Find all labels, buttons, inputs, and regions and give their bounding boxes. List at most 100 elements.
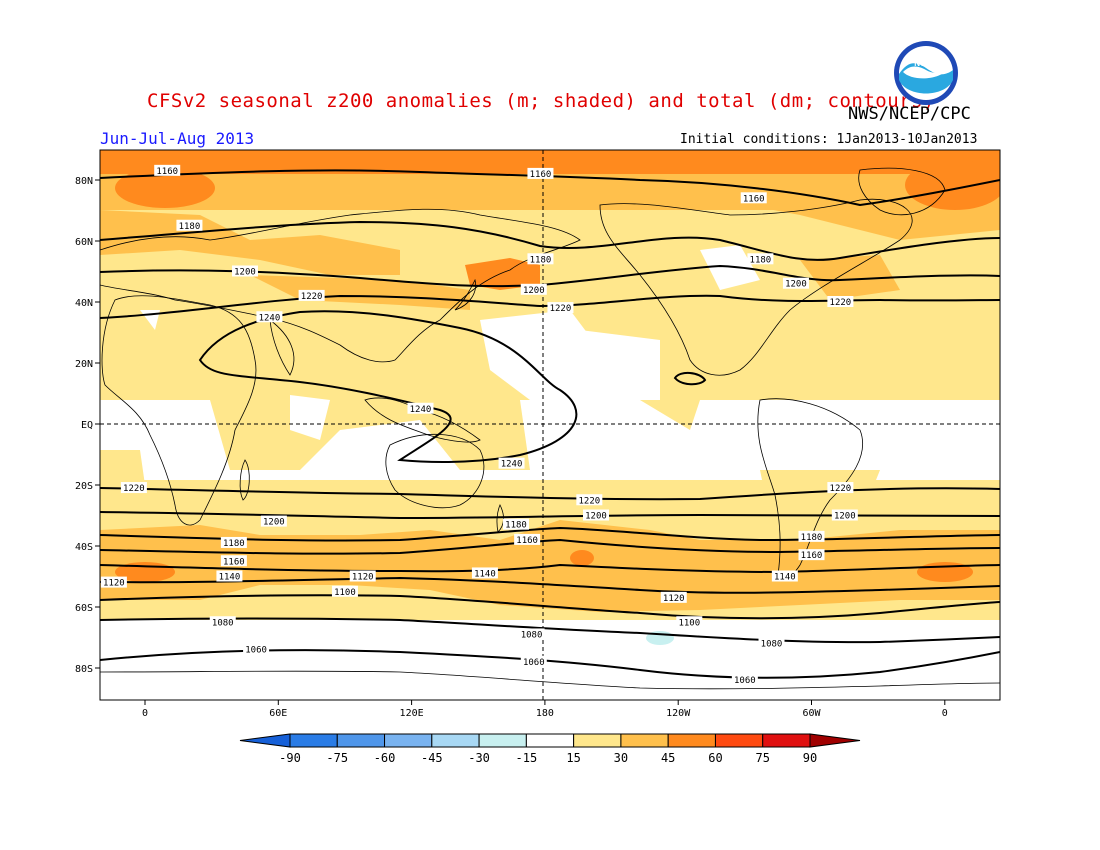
colorbar-label: 75 — [756, 751, 770, 765]
svg-text:NOAA: NOAA — [914, 59, 938, 68]
map-frame — [99, 149, 1001, 701]
svg-text:1200: 1200 — [234, 268, 256, 278]
contour-label: 1120 — [100, 576, 127, 589]
contour-label: 1200 — [260, 515, 287, 528]
noaa-logo-icon: NOAA — [894, 41, 958, 105]
contour-label: 1080 — [209, 616, 236, 628]
contour-label: 1180 — [747, 253, 774, 265]
lat-tick-label: EQ — [81, 420, 93, 431]
svg-text:1200: 1200 — [834, 512, 856, 522]
contour-label: 1160 — [740, 192, 767, 204]
colorbar-label: -45 — [421, 751, 443, 765]
contour-label: 1220 — [827, 296, 854, 308]
svg-text:1080: 1080 — [212, 618, 234, 628]
svg-text:1120: 1120 — [663, 594, 685, 604]
colorbar-swatch — [289, 733, 338, 748]
colorbar-swatch — [667, 733, 716, 748]
contour-label: 1060 — [520, 655, 547, 668]
colorbar-swatch — [431, 733, 480, 748]
svg-text:1220: 1220 — [830, 484, 852, 494]
svg-text:1120: 1120 — [352, 573, 374, 583]
svg-text:1160: 1160 — [516, 536, 538, 546]
contour-label: 1200 — [831, 509, 858, 522]
colorbar-min-arrow — [239, 733, 291, 748]
contour-label: 1180 — [527, 253, 554, 265]
contour-label: 1220 — [576, 494, 603, 506]
svg-text:1220: 1220 — [830, 298, 852, 308]
lat-tick-label: 40N — [75, 298, 93, 309]
lat-tick-label: 80S — [75, 664, 93, 675]
height-contours — [100, 169, 1000, 679]
colorbar-label: 15 — [566, 751, 580, 765]
svg-text:1100: 1100 — [678, 618, 700, 628]
colorbar-label: -75 — [326, 751, 348, 765]
svg-text:1180: 1180 — [179, 222, 201, 232]
contour-label: 1060 — [731, 674, 758, 686]
contour-label: 1220 — [298, 289, 325, 302]
svg-text:1200: 1200 — [263, 518, 285, 528]
colorbar-max-arrow — [809, 733, 861, 748]
contour-label: 1180 — [798, 530, 825, 543]
contour-label: 1160 — [154, 164, 181, 177]
contour-label: 1180 — [503, 518, 530, 531]
contour-label: 1120 — [660, 591, 687, 604]
lat-tick-label: 60S — [75, 603, 93, 614]
svg-text:1080: 1080 — [761, 640, 783, 650]
contour-label: 1060 — [243, 643, 270, 656]
svg-text:1180: 1180 — [750, 255, 772, 265]
period-label: Jun-Jul-Aug 2013 — [100, 129, 255, 148]
figure-title: CFSv2 seasonal z200 anomalies (m; shaded… — [147, 90, 935, 112]
svg-text:1200: 1200 — [523, 286, 545, 296]
contour-label: 1160 — [798, 549, 825, 561]
colorbar-label: -60 — [374, 751, 396, 765]
contour-label: 1180 — [176, 219, 203, 232]
svg-text:1180: 1180 — [505, 521, 527, 531]
contour-label: 1240 — [498, 457, 525, 470]
svg-text:1160: 1160 — [743, 194, 765, 204]
svg-text:1060: 1060 — [523, 658, 545, 668]
colorbar: -90 -75 -60 -45 -30 -15 15 30 45 60 75 90 — [239, 733, 861, 765]
svg-text:1160: 1160 — [156, 167, 178, 177]
svg-text:1060: 1060 — [734, 676, 756, 686]
contour-label: 1200 — [582, 509, 609, 522]
colorbar-swatch — [573, 733, 622, 748]
svg-text:1240: 1240 — [501, 460, 523, 470]
svg-text:1220: 1220 — [301, 292, 323, 302]
initial-conditions-label: Initial conditions: 1Jan2013-10Jan2013 — [680, 132, 978, 147]
svg-text:1200: 1200 — [585, 512, 607, 522]
contour-label: 1200 — [782, 277, 809, 290]
lat-tick-label: 20N — [75, 359, 93, 370]
lon-tick-label: 120W — [666, 708, 691, 719]
lon-tick-label: 0 — [942, 708, 948, 719]
contour-label: 1240 — [256, 311, 283, 323]
lon-tick-label: 60E — [269, 708, 287, 719]
svg-text:1080: 1080 — [521, 630, 543, 640]
contour-label: 1140 — [471, 567, 498, 579]
lat-tick-label: 40S — [75, 542, 93, 553]
svg-text:1220: 1220 — [550, 304, 572, 314]
contour-label: 1120 — [349, 570, 376, 583]
contour-label: 1180 — [220, 536, 247, 549]
colorbar-label: 30 — [614, 751, 628, 765]
colorbar-label: 90 — [803, 751, 817, 765]
svg-text:1140: 1140 — [474, 569, 496, 579]
svg-text:1160: 1160 — [223, 557, 245, 567]
lat-tick-label: 60N — [75, 237, 93, 248]
contour-label: 1160 — [514, 533, 541, 546]
svg-text:1180: 1180 — [801, 533, 823, 543]
contour-label: 1220 — [827, 482, 854, 494]
svg-text:1140: 1140 — [219, 573, 241, 583]
lon-tick-label: 180 — [536, 708, 554, 719]
contour-label: 1160 — [220, 555, 247, 567]
lon-tick-label: 60W — [802, 708, 821, 719]
lat-tick-label: 80N — [75, 176, 93, 187]
lat-tick-label: 20S — [75, 481, 93, 492]
colorbar-label: -15 — [516, 751, 538, 765]
contour-label: 1140 — [771, 570, 798, 583]
svg-text:1180: 1180 — [223, 539, 245, 549]
colorbar-swatch — [336, 733, 386, 748]
contour-label: 1240 — [407, 402, 434, 415]
contour-label: 1080 — [518, 628, 545, 640]
svg-text:1160: 1160 — [530, 170, 552, 180]
